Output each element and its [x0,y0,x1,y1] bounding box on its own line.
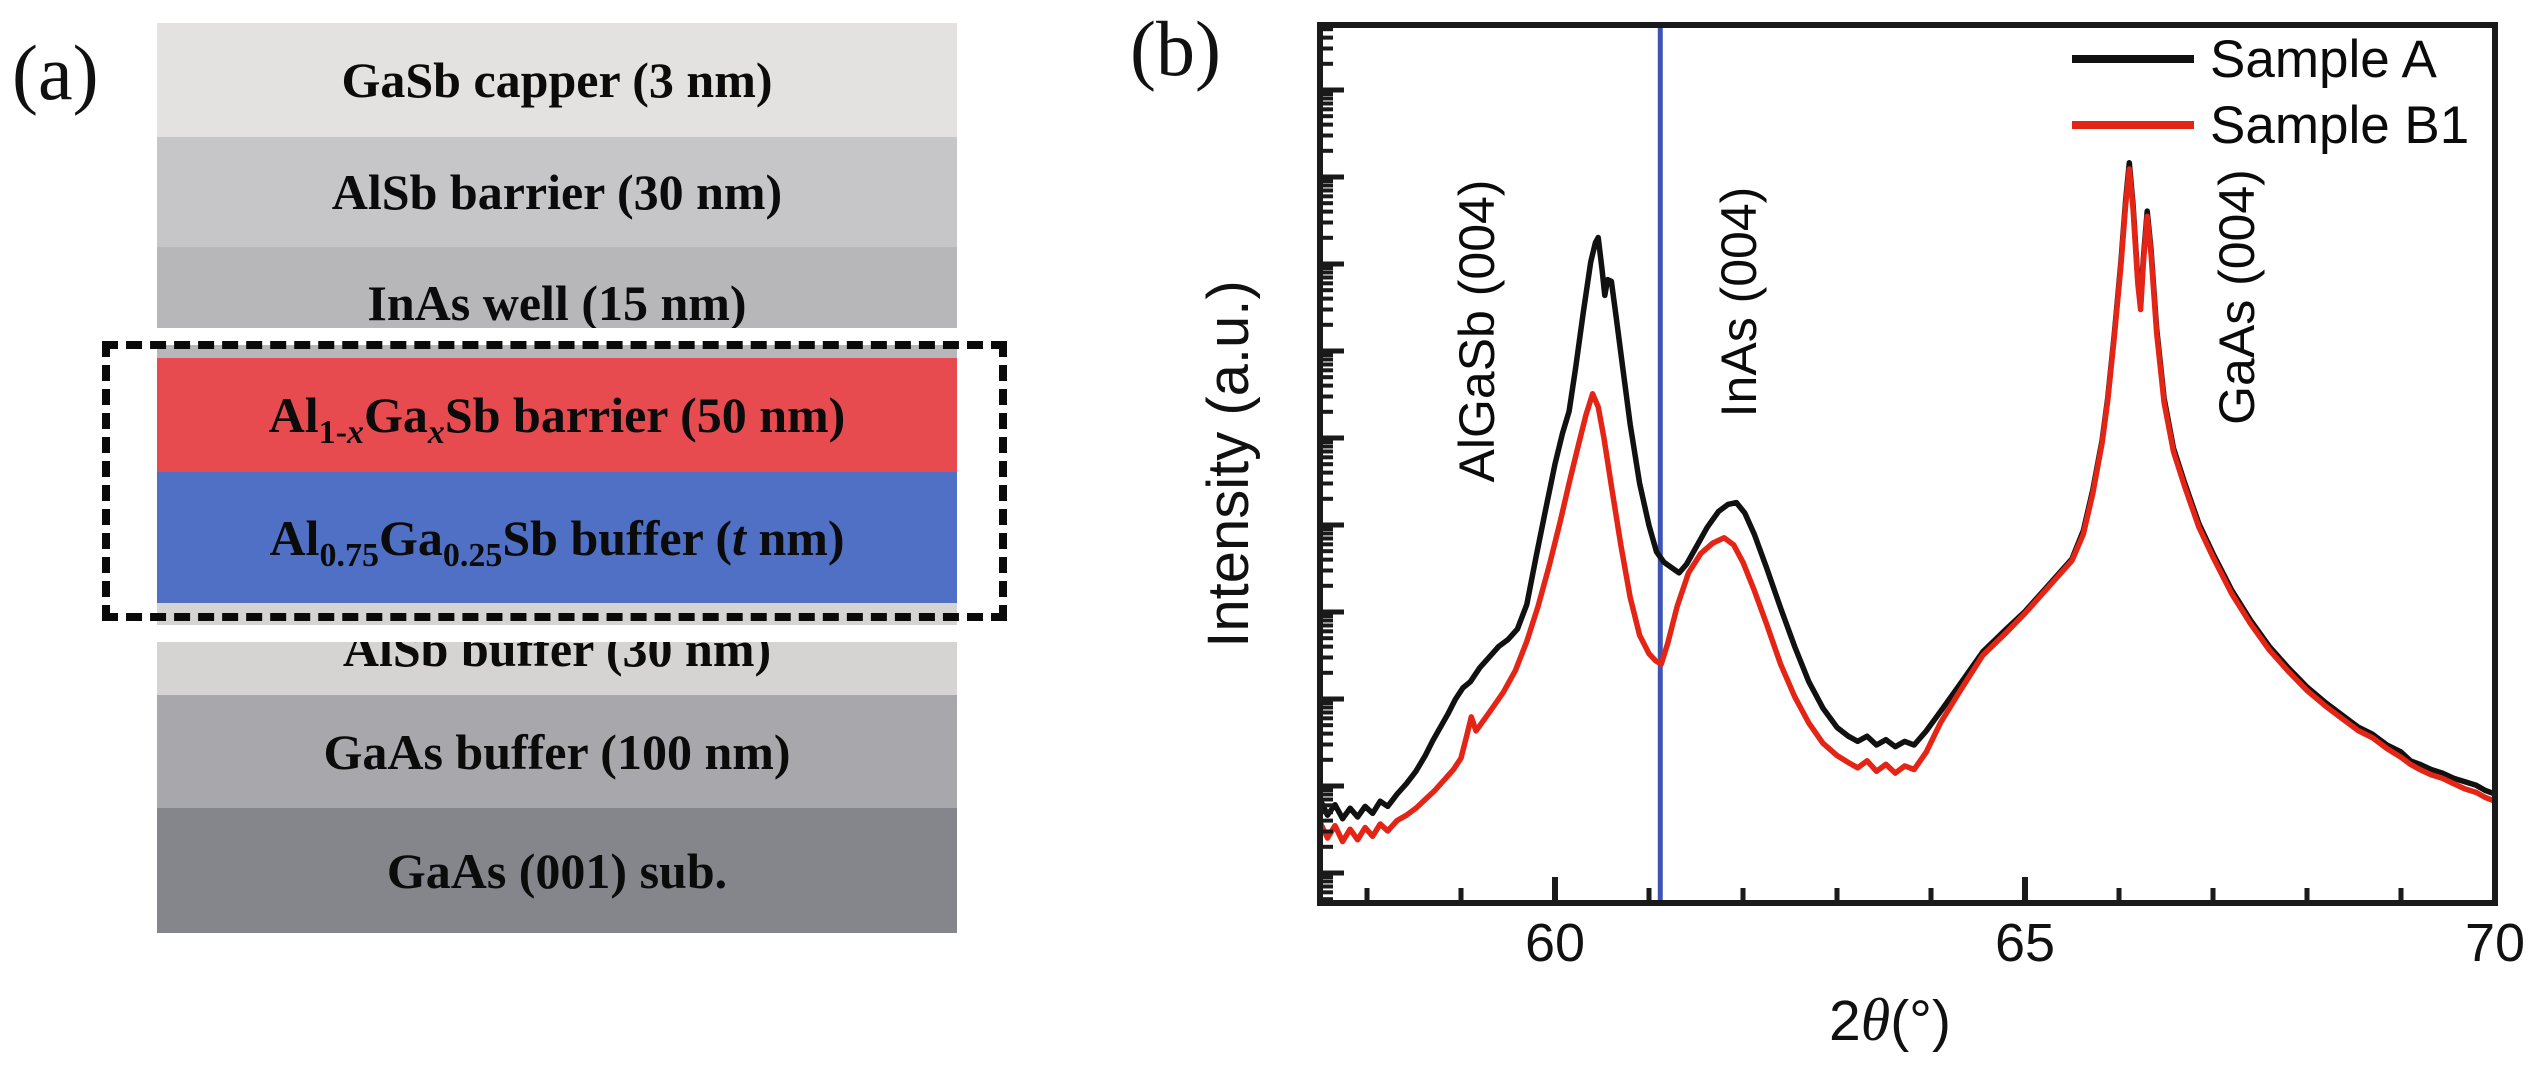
layer-row-7: GaAs (001) sub. [157,808,957,933]
layer-row-1: AlSb barrier (30 nm) [157,137,957,247]
layer-label-0: GaSb capper (3 nm) [341,52,773,108]
peak-label-inas-004: InAs (004) [1711,187,1768,418]
legend-label-sample-b1: Sample B1 [2210,95,2470,155]
peak-label-algasb-004: AlGaSb (004) [1448,179,1505,482]
layer-row-4: Al0.75Ga0.25Sb buffer (t nm) [157,472,957,603]
layer-row-0: GaSb capper (3 nm) [157,23,957,137]
layer-row-3: Al1-xGaxSb barrier (50 nm) [157,358,957,472]
x-axis-title: 2θ(°) [1700,986,2080,1055]
legend-row-sample-b1: Sample B1 [2072,92,2469,158]
layer-row-6: GaAs buffer (100 nm) [157,695,957,808]
x-axis-title-prefix: 2 [1829,989,1861,1053]
dashed-box-white-underlay [89,328,1028,642]
layer-label-3: Al1-xGaxSb barrier (50 nm) [268,387,846,451]
curve-sample-b1 [1320,166,2495,845]
legend-line-sample-a [2072,55,2194,63]
layer-label-7: GaAs (001) sub. [386,842,728,899]
x-tick-label-60: 60 [1525,913,1585,973]
legend-row-sample-a: Sample A [2072,26,2469,92]
layer-label-1: AlSb barrier (30 nm) [331,164,783,220]
x-tick-label-70: 70 [2465,913,2525,973]
layer-label-4: Al0.75Ga0.25Sb buffer (t nm) [269,509,845,574]
layer-label-2: InAs well (15 nm) [367,274,747,331]
layer-label-6: GaAs buffer (100 nm) [323,723,791,780]
legend-label-sample-a: Sample A [2210,29,2437,89]
x-tick-label-65: 65 [1995,913,2055,973]
theta-symbol: θ [1860,987,1891,1053]
highlight-dashed-box [102,341,1007,621]
legend: Sample A Sample B1 [2072,26,2469,158]
x-axis-title-unit: (°) [1890,989,1951,1053]
curves-group [1320,160,2495,845]
panel-a-label: (a) [12,29,99,116]
legend-line-sample-b1 [2072,121,2194,129]
y-axis-title: Intensity (a.u.) [1196,280,1261,648]
layer-stack-diagram: GaSb capper (3 nm) AlSb barrier (30 nm) In… [157,23,957,933]
panel-b-label: (b) [1130,5,1221,92]
